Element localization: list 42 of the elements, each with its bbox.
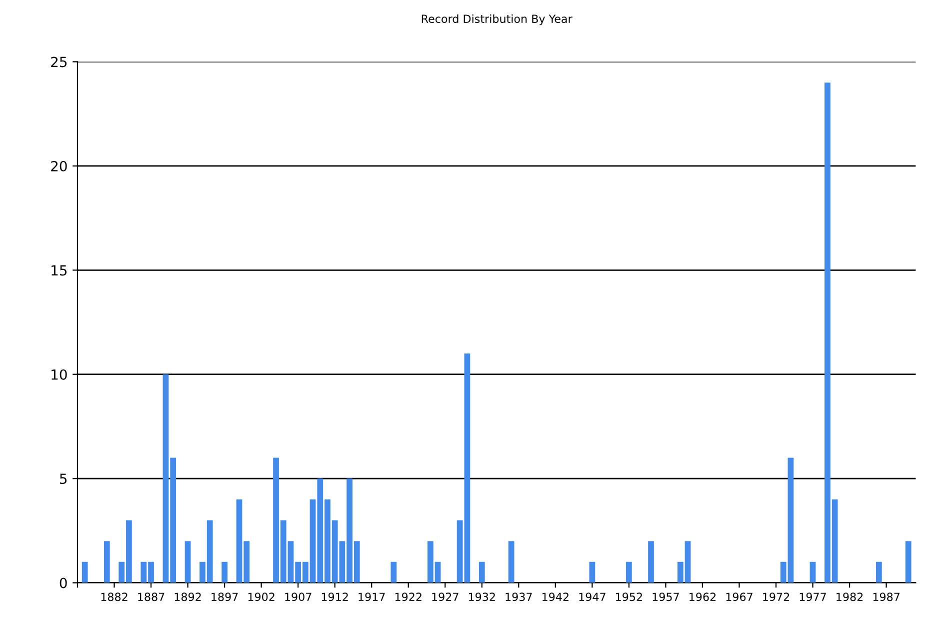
y-tick-label: 0	[60, 578, 67, 588]
bar	[810, 562, 816, 583]
x-tick-label: 1887	[138, 592, 164, 602]
x-tick-label: 1942	[542, 592, 568, 602]
bar	[478, 562, 485, 583]
x-tick-label: 1882	[101, 592, 128, 602]
bar	[390, 562, 397, 583]
chart-title: Record Distribution By Year	[422, 14, 572, 26]
x-tick-label: 1972	[763, 592, 790, 602]
bar	[626, 562, 632, 583]
x-tick-label: 1982	[836, 592, 863, 602]
y-tick-label: 10	[52, 369, 67, 380]
y-tick-label: 20	[51, 160, 67, 172]
bar	[184, 541, 191, 583]
x-tick-label: 1967	[726, 592, 752, 602]
bar	[876, 562, 882, 583]
x-tick-label: 1902	[248, 592, 274, 602]
x-tick-label: 1897	[212, 592, 238, 602]
x-tick-label: 1962	[690, 592, 716, 602]
y-tick-label: 5	[60, 474, 67, 484]
bar	[508, 541, 514, 583]
x-tick-label: 1947	[579, 592, 606, 602]
x-tick-label: 1977	[800, 592, 826, 602]
bar	[104, 541, 110, 583]
x-tick-label: 1932	[468, 592, 495, 602]
x-tick-label: 1922	[395, 592, 422, 602]
y-tick-label: 25	[51, 56, 67, 68]
bar	[905, 541, 912, 583]
x-tick-label: 1917	[358, 592, 385, 602]
bar	[222, 562, 228, 583]
x-tick-label: 1907	[285, 592, 312, 602]
x-tick-label: 1912	[322, 592, 348, 602]
bar	[589, 562, 596, 583]
x-tick-label: 1927	[432, 592, 458, 602]
bar	[82, 562, 88, 583]
bar	[648, 541, 654, 583]
x-tick-label: 1892	[174, 592, 201, 602]
x-tick-label: 1957	[652, 592, 679, 602]
x-tick-label: 1952	[616, 592, 642, 602]
y-tick-label: 15	[52, 265, 67, 276]
x-tick-label: 1937	[506, 592, 532, 602]
x-tick-label: 1987	[873, 592, 900, 602]
